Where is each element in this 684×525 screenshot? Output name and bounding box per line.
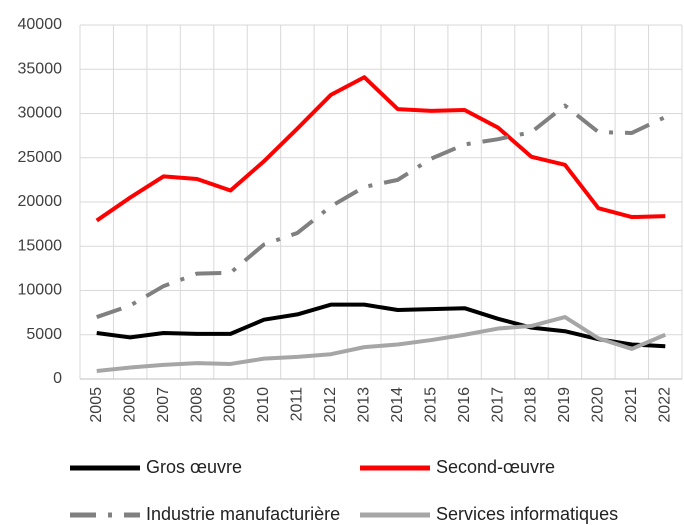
x-tick-label: 2020 [590, 387, 607, 423]
legend-label: Industrie manufacturière [146, 504, 340, 524]
x-tick-label: 2014 [389, 387, 406, 423]
x-tick-label: 2011 [289, 387, 306, 422]
y-tick-label: 25000 [18, 149, 63, 166]
y-tick-label: 30000 [18, 105, 63, 122]
y-tick-label: 15000 [18, 237, 63, 254]
y-tick-label: 0 [53, 370, 62, 387]
x-tick-label: 2012 [322, 387, 339, 423]
x-tick-label: 2005 [88, 387, 105, 423]
x-tick-label: 2010 [255, 387, 272, 423]
x-tick-label: 2016 [456, 387, 473, 423]
y-tick-label: 40000 [18, 16, 63, 33]
x-tick-label: 2022 [656, 387, 673, 423]
x-tick-label: 2021 [623, 387, 640, 423]
series-line [96, 315, 667, 374]
x-tick-label: 2008 [188, 387, 205, 423]
x-tick-label: 2007 [155, 387, 172, 423]
legend-label: Second-œuvre [436, 457, 555, 477]
x-tick-label: 2015 [422, 387, 439, 423]
legend: Gros œuvre Second-œuvre Industrie manufact… [70, 457, 618, 524]
y-tick-label: 10000 [18, 282, 63, 299]
y-tick-label: 5000 [26, 326, 62, 343]
x-tick-label: 2017 [489, 387, 506, 423]
y-tick-label: 35000 [18, 60, 63, 77]
y-tick-label: 20000 [18, 193, 63, 210]
legend-label: Gros œuvre [146, 457, 242, 477]
x-tick-label: 2013 [355, 387, 372, 423]
series-line [95, 75, 666, 223]
x-tick-label: 2019 [556, 387, 573, 423]
legend-label: Services informatiques [436, 504, 618, 524]
x-tick-label: 2009 [222, 387, 239, 423]
series-line [96, 302, 666, 349]
x-tick-label: 2006 [121, 387, 138, 423]
x-tick-label: 2018 [523, 387, 540, 423]
